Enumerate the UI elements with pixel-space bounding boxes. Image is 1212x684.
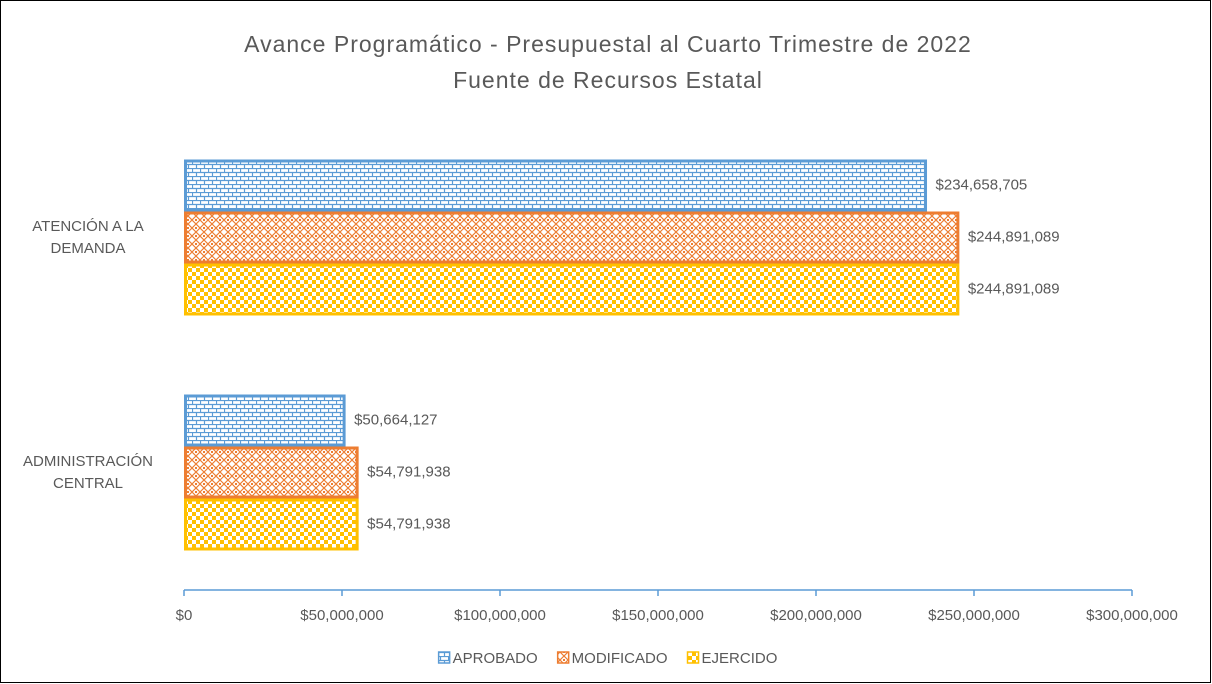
bar	[184, 211, 960, 264]
category-label: ATENCIÓN A LA DEMANDA	[32, 217, 144, 257]
bar	[184, 394, 346, 447]
bar	[184, 446, 359, 499]
bar	[184, 159, 928, 212]
legend-label: APROBADO	[453, 650, 538, 667]
legend-swatch	[437, 651, 451, 664]
x-tick-label: $50,000,000	[300, 607, 383, 624]
data-label: $54,791,938	[367, 463, 450, 480]
data-label: $234,658,705	[936, 176, 1028, 193]
x-tick-label: $100,000,000	[454, 607, 546, 624]
data-label: $244,891,089	[968, 280, 1060, 297]
legend-swatch	[686, 651, 700, 664]
bar	[184, 498, 359, 551]
category-label: ADMINISTRACIÓN CENTRAL	[22, 452, 153, 492]
x-tick-label: $250,000,000	[928, 607, 1020, 624]
data-label: $54,791,938	[367, 515, 450, 532]
x-tick-label: $150,000,000	[612, 607, 704, 624]
chart-title: Avance Programático - Presupuestal al Cu…	[244, 31, 972, 57]
legend-label: MODIFICADO	[572, 650, 668, 667]
data-label: $244,891,089	[968, 228, 1060, 245]
bar	[184, 263, 960, 316]
chart-subtitle: Fuente de Recursos Estatal	[453, 67, 763, 93]
x-tick-label: $300,000,000	[1086, 607, 1178, 624]
x-tick-label: $0	[176, 607, 193, 624]
data-label: $50,664,127	[354, 411, 437, 428]
legend-label: EJERCIDO	[702, 650, 778, 667]
legend-swatch	[556, 651, 570, 664]
x-tick-label: $200,000,000	[770, 607, 862, 624]
